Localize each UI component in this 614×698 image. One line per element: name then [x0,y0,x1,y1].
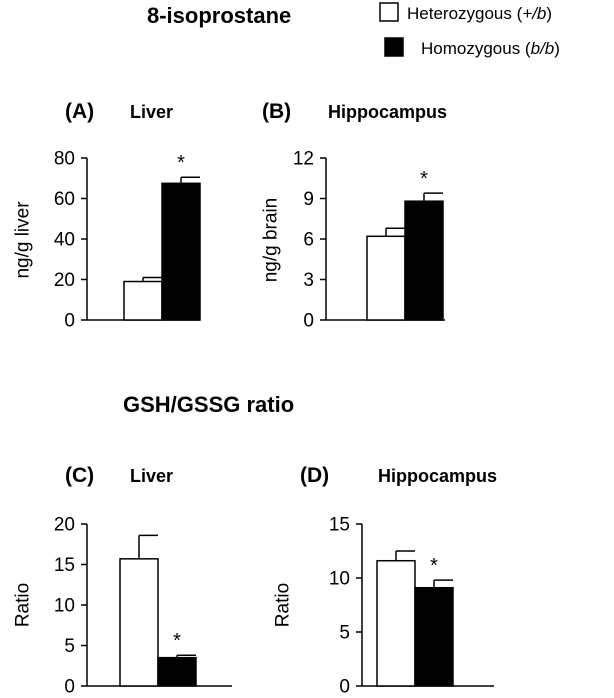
legend-swatch-homozygous [384,37,404,57]
bar-heterozygous [119,558,159,687]
panel-letter: (D) [300,464,329,487]
y-tick-label: 60 [54,189,75,210]
panel-letter: (B) [262,100,291,123]
y-tick-label: 20 [54,515,75,536]
y-tick-label: 6 [303,230,314,251]
panel-1: (B) Hippocampus ng/g brain 0 3 6 9 12 * [261,100,447,332]
panel-letter: (A) [65,100,94,123]
bar-homozygous [404,200,444,321]
significance-marker: * [173,630,181,652]
panel-0: (A) Liver ng/g liver 0 20 40 60 80 * [13,100,201,332]
section-title-isoprostane: 8-isoprostane [147,3,291,28]
y-tick-label: 10 [54,596,75,617]
significance-marker: * [177,152,185,174]
legend-swatch-heterozygous [379,2,399,22]
y-tick-label: 9 [303,189,314,210]
y-tick-label: 0 [339,677,350,698]
y-tick-label: 80 [54,149,75,170]
significance-marker: * [430,555,438,577]
significance-marker: * [420,168,428,190]
legend-label-heterozygous: Heterozygous (+/b) [407,4,552,23]
y-tick-label: 15 [54,555,75,576]
bar-heterozygous [366,235,406,321]
bar-heterozygous [123,280,163,321]
panel-title: Liver [130,466,173,486]
panel-2: (C) Liver Ratio 0 5 10 15 20 * [13,464,232,698]
y-tick-label: 0 [64,311,75,332]
section-title-gsh-gssg: GSH/GSSG ratio [123,392,294,417]
y-tick-label: 5 [64,636,75,657]
y-tick-label: 15 [329,515,350,536]
y-axis-label: Ratio [13,583,34,627]
bar-homozygous [157,656,197,687]
legend-label-homozygous: Homozygous (b/b) [421,39,560,58]
y-tick-label: 10 [329,569,350,590]
y-axis-label: Ratio [273,583,294,627]
panel-title: Liver [130,102,173,122]
panel-3: (D) Hippocampus Ratio 0 5 10 15 * [273,464,497,698]
panel-title: Hippocampus [328,102,447,122]
y-axis-label: ng/g brain [261,198,282,283]
y-tick-label: 5 [339,623,350,644]
legend: Heterozygous (+/b) Homozygous (b/b) [379,2,560,58]
y-tick-label: 0 [64,677,75,698]
y-tick-label: 3 [303,270,314,291]
panel-letter: (C) [65,464,94,487]
y-tick-label: 12 [293,149,314,170]
y-tick-label: 0 [303,311,314,332]
bar-homozygous [414,586,454,687]
y-axis-label: ng/g liver [13,201,34,279]
y-tick-label: 20 [54,270,75,291]
bar-heterozygous [376,559,416,687]
bar-homozygous [161,182,201,321]
panel-title: Hippocampus [378,466,497,486]
y-tick-label: 40 [54,230,75,251]
